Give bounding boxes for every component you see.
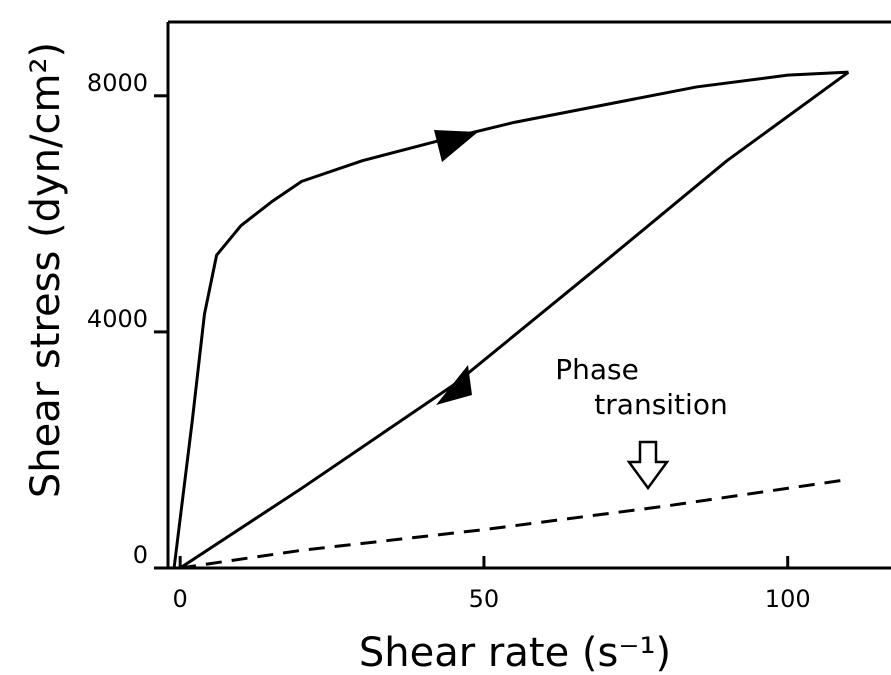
data-line [172, 70, 849, 569]
x-tick-label: 50 [469, 585, 500, 613]
x-tick-label: 0 [173, 585, 188, 613]
y-tick-label: 4000 [87, 305, 148, 333]
y-tick-label: 8000 [87, 69, 148, 97]
direction-arrow [434, 130, 478, 162]
x-tick-label: 100 [765, 585, 811, 613]
x-axis-label: Shear rate (s⁻¹) [359, 630, 671, 675]
data-line [179, 70, 850, 570]
annotation-arrow [626, 440, 670, 491]
annotation: transition [594, 388, 727, 421]
y-axis-label: Shear stress (dyn/cm²) [23, 42, 69, 498]
annotation: Phase [555, 353, 639, 386]
data-line [179, 477, 849, 570]
y-tick-label: 0 [133, 541, 148, 569]
